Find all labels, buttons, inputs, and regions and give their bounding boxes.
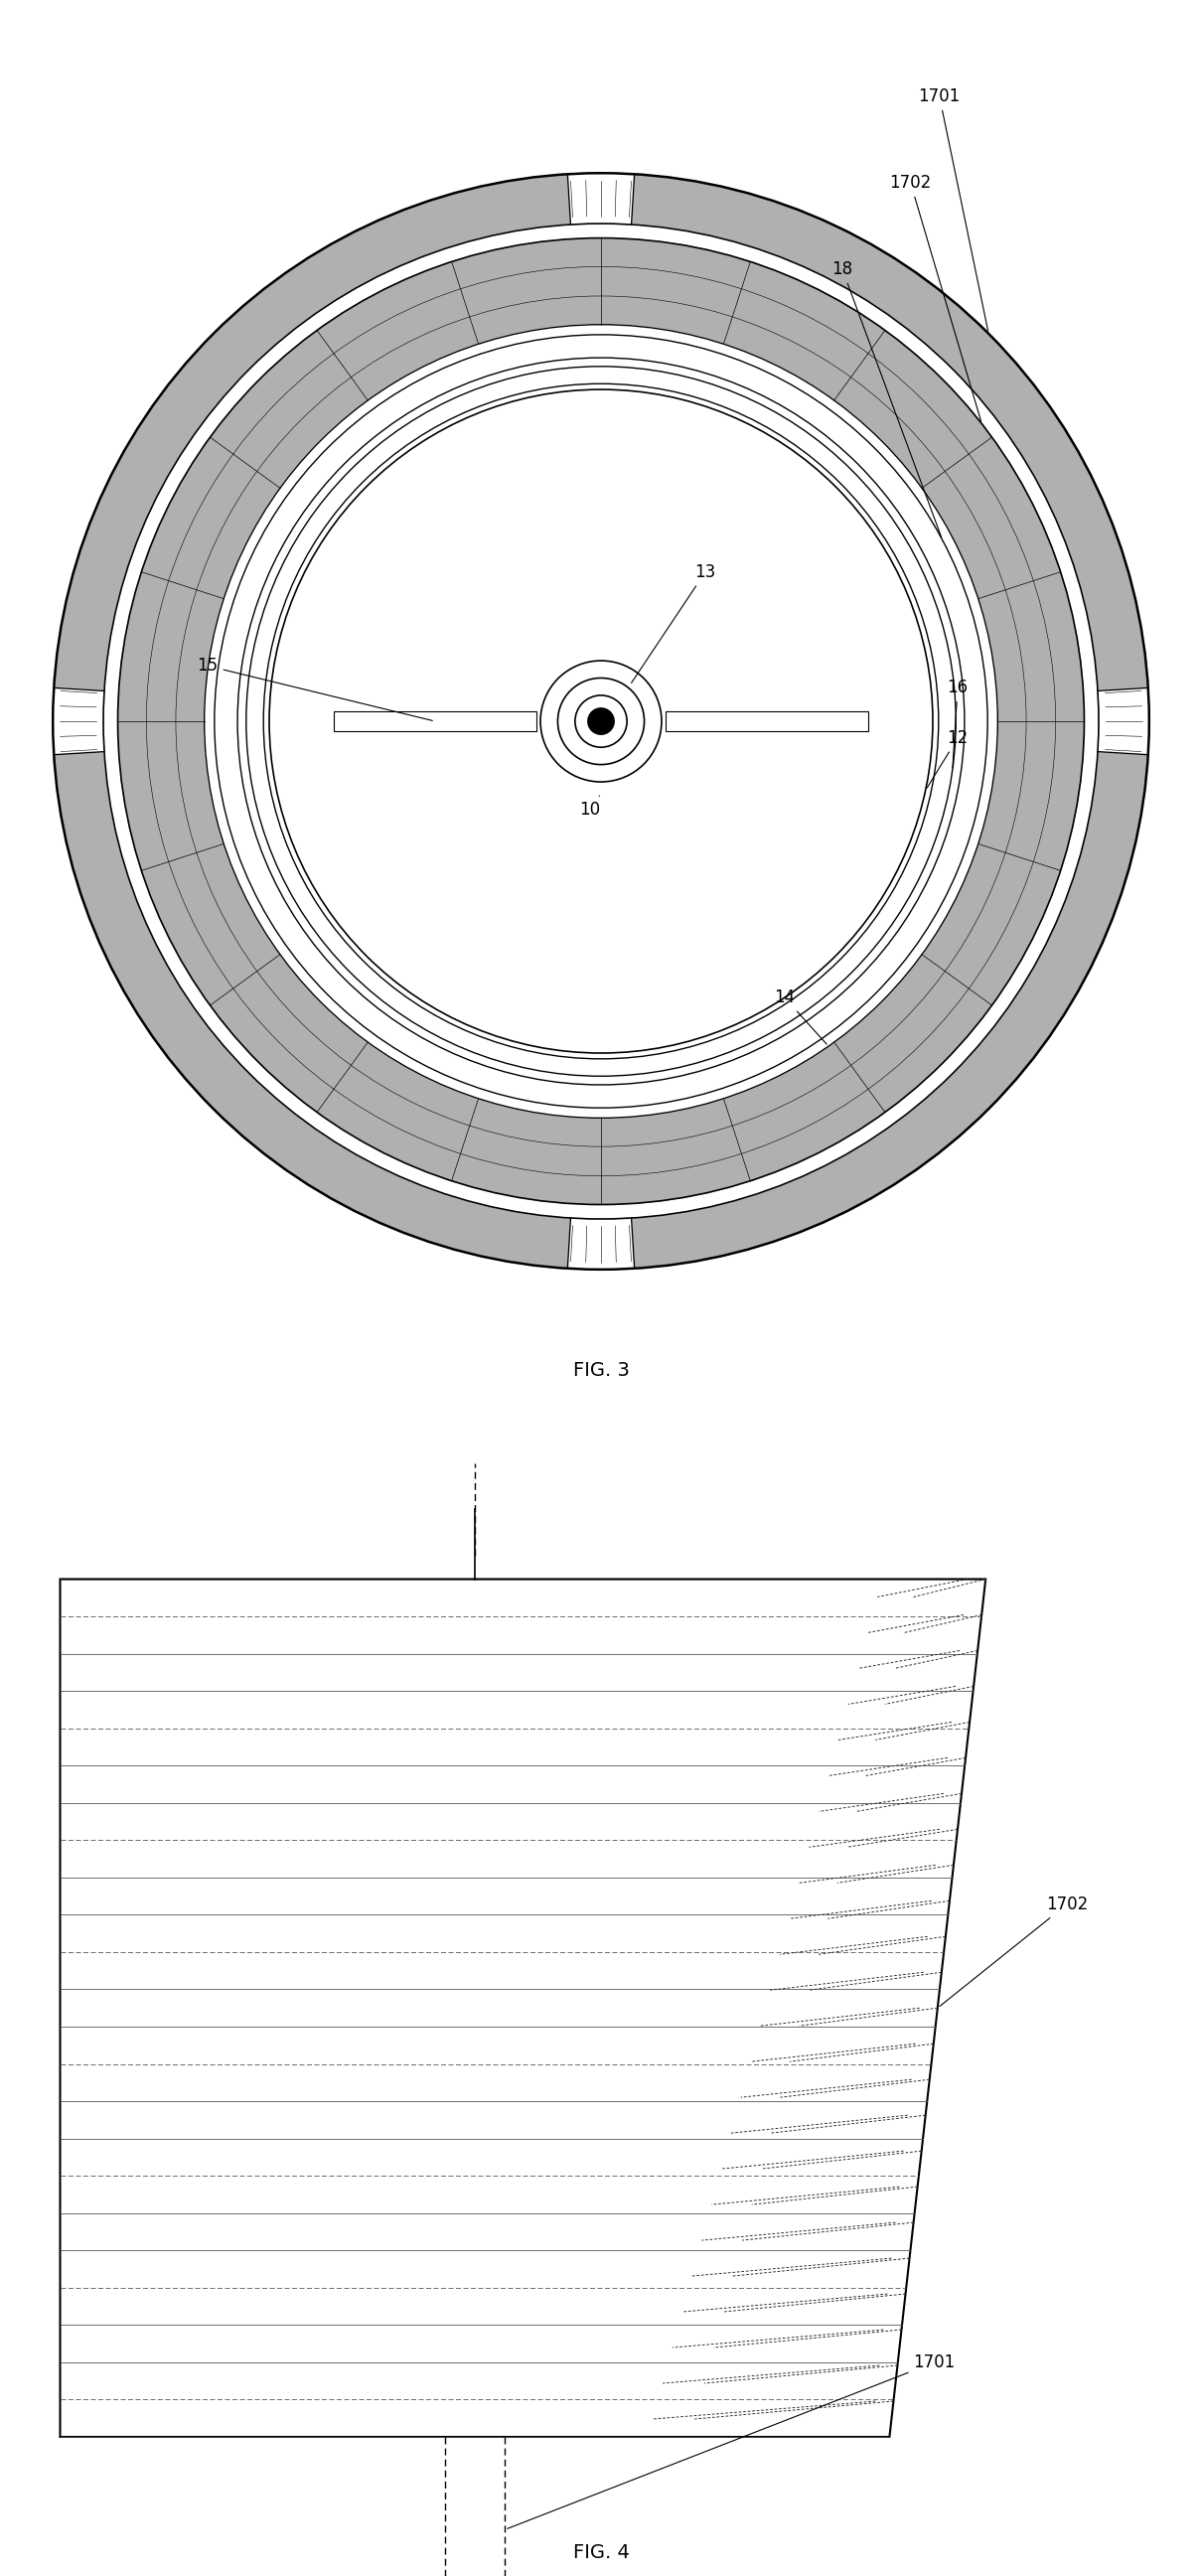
- Text: FIG. 3: FIG. 3: [572, 1360, 630, 1381]
- Circle shape: [588, 708, 614, 734]
- Text: 1702: 1702: [940, 1896, 1088, 2007]
- Text: 1702: 1702: [889, 173, 981, 420]
- Polygon shape: [567, 173, 635, 224]
- Polygon shape: [1097, 688, 1149, 755]
- Circle shape: [103, 224, 1099, 1218]
- Text: 14: 14: [774, 989, 827, 1043]
- Text: 12: 12: [927, 729, 969, 788]
- Text: 15: 15: [197, 657, 433, 721]
- Text: 10: 10: [579, 796, 600, 819]
- Polygon shape: [60, 1579, 986, 2437]
- Text: FIG. 4: FIG. 4: [572, 2543, 630, 2563]
- Polygon shape: [53, 688, 105, 755]
- Circle shape: [269, 389, 933, 1054]
- Circle shape: [204, 325, 998, 1118]
- Text: 16: 16: [947, 677, 968, 768]
- Polygon shape: [567, 1218, 635, 1270]
- Text: 13: 13: [631, 564, 716, 683]
- Circle shape: [53, 173, 1149, 1270]
- Bar: [666, 711, 868, 732]
- Text: 1701: 1701: [507, 2354, 956, 2530]
- Text: 18: 18: [832, 260, 941, 538]
- Bar: [334, 711, 536, 732]
- Text: 1701: 1701: [918, 88, 988, 330]
- Circle shape: [118, 237, 1084, 1206]
